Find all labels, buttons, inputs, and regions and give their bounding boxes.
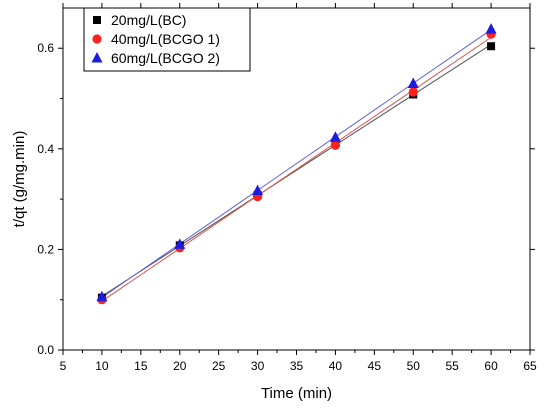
- legend-marker: [91, 52, 103, 63]
- data-point: [330, 140, 341, 150]
- x-tick-label: 20: [173, 359, 187, 373]
- data-point: [487, 42, 496, 51]
- y-tick-label: 0.0: [37, 343, 54, 357]
- fit-line: [101, 43, 492, 297]
- legend-box: [83, 7, 251, 72]
- x-axis-title: Time (min): [261, 385, 332, 402]
- x-tick-label: 55: [445, 359, 459, 373]
- x-tick-label: 25: [212, 359, 226, 373]
- x-tick-label: 10: [95, 359, 109, 373]
- data-point: [252, 184, 264, 196]
- x-tick-label: 40: [329, 359, 343, 373]
- legend-marker: [92, 34, 102, 44]
- legend-label: 20mg/L(BC): [111, 12, 186, 28]
- x-tick-label: 50: [407, 359, 421, 373]
- legend-marker: [93, 16, 101, 24]
- data-point: [96, 290, 108, 302]
- y-axis-title: t/qt (g/mg.min): [11, 131, 28, 228]
- y-tick-label: 0.4: [37, 142, 54, 156]
- y-tick-label: 0.6: [37, 41, 54, 55]
- x-tick-label: 15: [134, 359, 148, 373]
- data-point: [329, 131, 341, 142]
- data-markers: [96, 23, 497, 305]
- x-tick-label: 65: [523, 359, 537, 373]
- fit-lines: [101, 29, 492, 302]
- legend: 20mg/L(BC) 40mg/L(BCGO 1) 60mg/L(BCGO 2): [83, 7, 251, 72]
- data-point: [174, 238, 186, 249]
- legend-label: 60mg/L(BCGO 2): [111, 50, 220, 66]
- fit-line: [101, 29, 492, 298]
- y-axis-ticks: 0.0 0.2 0.4 0.6: [37, 41, 535, 357]
- x-tick-label: 30: [251, 359, 265, 373]
- x-tick-label: 35: [290, 359, 304, 373]
- fit-line: [101, 36, 492, 302]
- x-tick-label: 5: [60, 359, 67, 373]
- data-point: [407, 77, 419, 88]
- data-point: [485, 23, 497, 34]
- legend-label: 40mg/L(BCGO 1): [111, 31, 220, 47]
- data-point: [408, 87, 418, 97]
- x-tick-label: 60: [484, 359, 498, 373]
- x-tick-label: 45: [368, 359, 382, 373]
- y-tick-label: 0.2: [37, 242, 54, 256]
- x-axis-ticks: 5 10 15 20 25 30 35 40 45 50 55 60 65: [60, 3, 537, 373]
